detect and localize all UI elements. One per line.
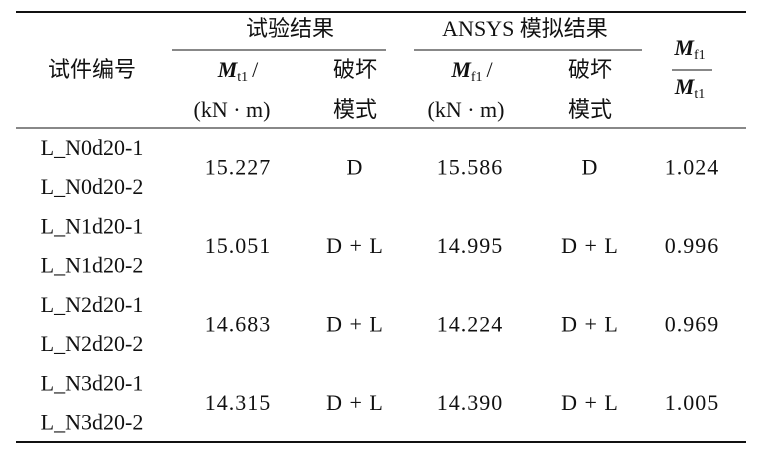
specimen-cell: L_N2d20-2 xyxy=(41,331,144,356)
value-cell: 0.969 xyxy=(665,312,720,337)
group-header: ANSYS 模拟结果 xyxy=(442,16,608,41)
specimen-cell: L_N0d20-1 xyxy=(41,135,144,160)
symbol: M xyxy=(217,57,239,82)
header-cell: 破坏 xyxy=(568,57,612,82)
group-header: 试验结果 xyxy=(246,16,334,41)
value-cell: 15.586 xyxy=(437,155,504,180)
ratio-denominator: Mt1 xyxy=(674,74,705,102)
value-cell: 1.005 xyxy=(665,390,720,415)
value-cell: 14.390 xyxy=(437,390,504,415)
slash: / xyxy=(487,57,494,82)
value-cell: D xyxy=(582,155,599,180)
value-cell: 14.315 xyxy=(205,390,272,415)
header-cell: (kN · m) xyxy=(194,97,271,122)
value-cell: D + L xyxy=(561,233,619,258)
symbol: M xyxy=(673,35,695,60)
value-cell: 15.051 xyxy=(205,233,272,258)
header-cell: 破坏 xyxy=(333,57,377,82)
value-cell: 0.996 xyxy=(665,233,720,258)
specimen-cell: L_N2d20-1 xyxy=(41,292,144,317)
header-cell: 模式 xyxy=(333,97,377,122)
subscript: t1 xyxy=(694,87,705,102)
specimen-cell: L_N3d20-2 xyxy=(41,410,144,435)
value-cell: D + L xyxy=(326,390,384,415)
specimen-cell: L_N1d20-1 xyxy=(41,214,144,239)
value-cell: 14.995 xyxy=(437,233,504,258)
value-cell: D + L xyxy=(326,312,384,337)
value-cell: 14.224 xyxy=(437,312,504,337)
subscript: f1 xyxy=(694,48,706,63)
subscript: f1 xyxy=(471,70,483,85)
header-cell: (kN · m) xyxy=(428,97,505,122)
value-cell: 14.683 xyxy=(205,312,272,337)
specimen-cell: L_N0d20-2 xyxy=(41,174,144,199)
value-cell: D xyxy=(347,155,364,180)
subscript: t1 xyxy=(237,70,248,85)
symbol: M xyxy=(674,74,696,99)
header-cell: Mf1 / xyxy=(450,57,493,85)
value-cell: D + L xyxy=(561,312,619,337)
slash: / xyxy=(252,57,259,82)
value-cell: 15.227 xyxy=(205,155,272,180)
specimen-cell: L_N1d20-2 xyxy=(41,253,144,278)
specimen-cell: L_N3d20-1 xyxy=(41,371,144,396)
header-cell: 试件编号 xyxy=(48,57,136,82)
value-cell: D + L xyxy=(326,233,384,258)
value-cell: D + L xyxy=(561,390,619,415)
header-cell: 模式 xyxy=(568,97,612,122)
symbol: M xyxy=(450,57,472,82)
ratio-numerator: Mf1 xyxy=(673,35,705,63)
value-cell: 1.024 xyxy=(665,155,720,180)
header-cell: Mt1 / xyxy=(217,57,259,85)
